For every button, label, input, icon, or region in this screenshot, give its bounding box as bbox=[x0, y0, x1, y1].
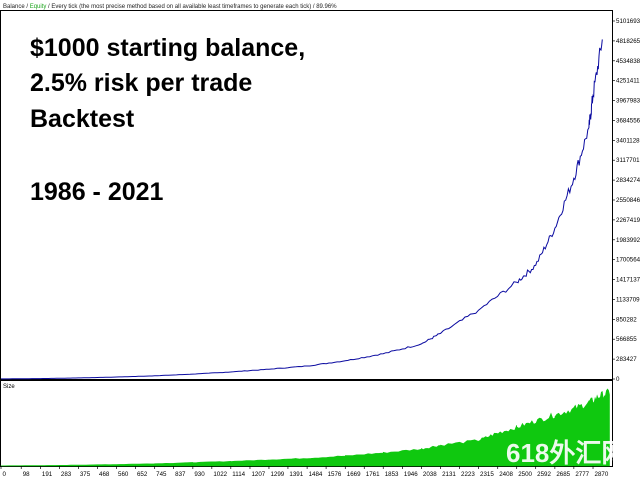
y-tick-label: 3401128 bbox=[616, 137, 640, 144]
balance-legend: Balance bbox=[3, 4, 25, 10]
y-tick-label: 2834274 bbox=[616, 177, 640, 184]
annotation-line-2: 2.5% risk per trade bbox=[30, 69, 252, 97]
equity-legend: Equity bbox=[30, 4, 47, 10]
size-series-area bbox=[0, 388, 610, 467]
y-tick-label: 1700564 bbox=[616, 257, 640, 264]
header-sep: / bbox=[25, 4, 30, 10]
annotation-line-1: $1000 starting balance, bbox=[30, 34, 305, 62]
x-tick-label: 1022 bbox=[213, 471, 227, 478]
x-tick-label: 1761 bbox=[366, 471, 380, 478]
annotation-line-4: 1986 - 2021 bbox=[30, 178, 164, 206]
x-tick-label: 283 bbox=[61, 471, 72, 478]
x-tick-label: 98 bbox=[23, 471, 30, 478]
y-tick-label: 3684556 bbox=[616, 117, 640, 124]
x-tick-label: 2315 bbox=[480, 471, 494, 478]
x-tick-label: 191 bbox=[42, 471, 53, 478]
y-tick-label: 4818265 bbox=[616, 38, 640, 45]
x-tick-label: 2038 bbox=[423, 471, 437, 478]
y-tick-label: 3117701 bbox=[616, 157, 640, 164]
x-tick-label: 2777 bbox=[575, 471, 589, 478]
x-tick-label: 652 bbox=[137, 471, 148, 478]
x-tick-label: 2592 bbox=[537, 471, 551, 478]
x-tick-label: 930 bbox=[194, 471, 205, 478]
x-tick-label: 2408 bbox=[499, 471, 513, 478]
x-tick-label: 468 bbox=[99, 471, 110, 478]
y-tick-label: 1983992 bbox=[616, 237, 640, 244]
x-tick-label: 375 bbox=[80, 471, 91, 478]
x-tick-label: 1946 bbox=[404, 471, 418, 478]
balance-series-line bbox=[1, 39, 603, 380]
y-tick-label: 1417137 bbox=[616, 277, 640, 284]
y-axis: 5101693 4818265 4534838 4251411 3967983 36845… bbox=[612, 18, 640, 383]
x-tick-label: 1391 bbox=[289, 471, 303, 478]
y-tick-label: 2267419 bbox=[616, 217, 640, 224]
header-sep: / bbox=[311, 4, 316, 10]
test-mode-label: Every tick (the most precise method base… bbox=[51, 4, 311, 10]
x-tick-label: 1669 bbox=[347, 471, 361, 478]
x-tick-label: 837 bbox=[175, 471, 186, 478]
annotation-line-3: Backtest bbox=[30, 105, 135, 133]
x-tick-label: 0 bbox=[3, 471, 7, 478]
x-tick-label: 1299 bbox=[270, 471, 284, 478]
y-tick-label: 566855 bbox=[616, 336, 637, 343]
x-tick-label: 2223 bbox=[461, 471, 475, 478]
y-tick-label: 283427 bbox=[616, 356, 637, 363]
balance-panel-frame bbox=[0, 10, 613, 380]
x-tick-label: 1207 bbox=[251, 471, 265, 478]
x-tick-label: 1853 bbox=[385, 471, 399, 478]
watermark-logo: 618外汇网 bbox=[506, 438, 627, 468]
x-axis: 0 98 191 283 375 468 560 652 745 837 930 1022 1114 12… bbox=[0, 466, 609, 478]
y-tick-label: 1133709 bbox=[616, 296, 640, 303]
x-tick-label: 1114 bbox=[232, 471, 245, 478]
x-tick-label: 1484 bbox=[309, 471, 323, 478]
y-tick-label: 5101693 bbox=[616, 18, 640, 25]
size-panel-label: Size bbox=[3, 384, 15, 390]
y-tick-label: 850282 bbox=[616, 316, 637, 323]
y-tick-label: 4534838 bbox=[616, 58, 640, 65]
x-tick-label: 1576 bbox=[328, 471, 342, 478]
y-tick-label: 4251411 bbox=[616, 78, 640, 85]
x-tick-label: 2500 bbox=[518, 471, 532, 478]
x-tick-label: 2685 bbox=[556, 471, 570, 478]
y-tick-label: 2550846 bbox=[616, 197, 640, 204]
y-tick-label: 0 bbox=[616, 376, 620, 383]
header-sep: / bbox=[46, 4, 51, 10]
modelling-quality-label: 89.96% bbox=[316, 4, 337, 10]
x-tick-label: 2870 bbox=[595, 471, 609, 478]
x-tick-label: 745 bbox=[156, 471, 167, 478]
x-tick-label: 560 bbox=[118, 471, 129, 478]
x-tick-label: 2131 bbox=[442, 471, 456, 478]
report-header: Balance / Equity / Every tick (the most … bbox=[3, 4, 337, 10]
y-tick-label: 3967983 bbox=[616, 98, 640, 105]
